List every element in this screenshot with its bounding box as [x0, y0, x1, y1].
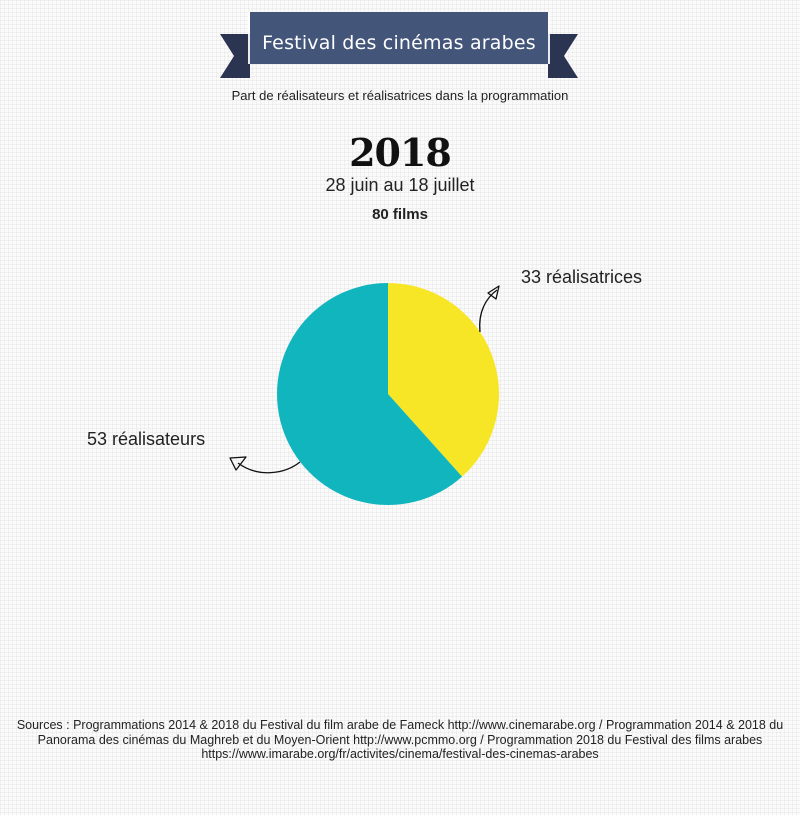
arrow-head-realisateurs — [229, 456, 247, 471]
sources-footnote: Sources : Programmations 2014 & 2018 du … — [16, 718, 784, 761]
title-banner: Festival des cinémas arabes — [220, 12, 578, 78]
slice-label-realisateurs: 53 réalisateurs — [87, 429, 206, 449]
banner-ribbon — [220, 12, 578, 78]
pie-slice-realisateurs — [277, 283, 463, 505]
arrow-head-realisatrices — [487, 285, 500, 300]
page-subtitle: Part de réalisateurs et réalisatrices da… — [231, 88, 569, 103]
arrow-realisatrices — [479, 289, 498, 333]
film-count: 80 films — [372, 206, 428, 223]
page-title: Festival des cinémas arabes — [262, 32, 536, 54]
edition-dates: 28 juin au 18 juillet — [325, 175, 475, 195]
pie-slice-realisatrices — [388, 283, 500, 477]
slice-label-realisatrices: 33 réalisatrices — [521, 267, 643, 287]
edition-year: 2018 — [349, 130, 452, 175]
arrow-realisateurs — [237, 461, 301, 474]
